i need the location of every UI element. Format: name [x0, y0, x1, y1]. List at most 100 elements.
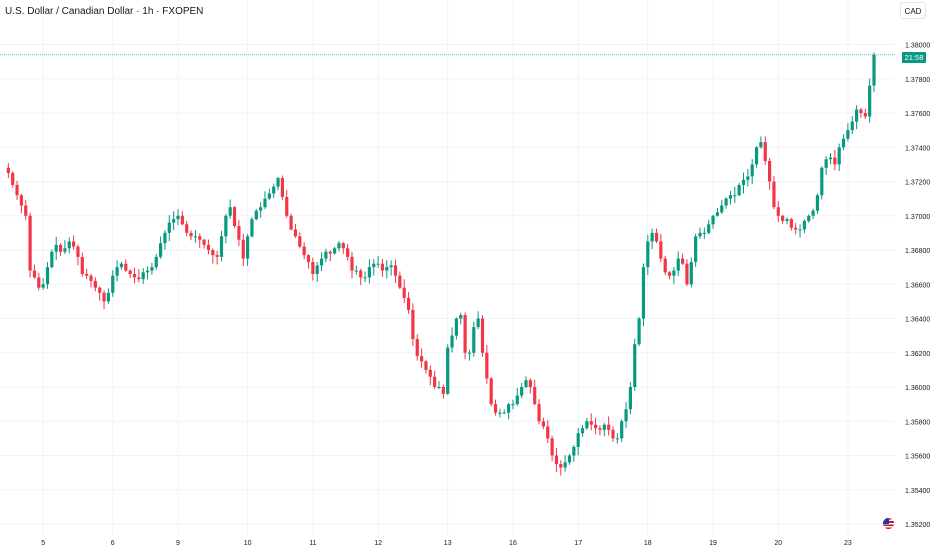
candle — [159, 236, 163, 259]
candle-body — [493, 404, 498, 413]
candle-body — [263, 198, 267, 208]
candle — [89, 273, 93, 288]
candle-body — [328, 251, 332, 254]
candle-body — [202, 239, 206, 245]
candle-body — [763, 142, 767, 161]
candle-body — [415, 339, 419, 357]
candle-body — [576, 433, 580, 447]
price-tick-label: 1.35800 — [905, 419, 930, 426]
candle — [698, 227, 702, 239]
candle — [424, 360, 428, 374]
candle — [389, 260, 393, 276]
price-tick-label: 1.36600 — [905, 282, 930, 289]
candle — [128, 269, 132, 279]
us-flag-icon[interactable] — [883, 518, 894, 529]
time-tick-label: 19 — [709, 540, 717, 547]
candle-body — [98, 287, 102, 293]
candle-body — [289, 215, 293, 230]
candle-body — [802, 220, 806, 230]
candle — [659, 233, 663, 263]
candle-body — [15, 184, 19, 196]
candle — [459, 312, 463, 325]
candle-body — [163, 232, 167, 244]
candle-body — [454, 318, 458, 336]
candle-body — [380, 263, 385, 271]
candle — [454, 317, 458, 340]
candle — [393, 259, 398, 283]
candle — [246, 233, 250, 266]
candle — [237, 219, 241, 246]
candle-body — [746, 176, 750, 180]
candle-body — [167, 222, 171, 233]
candle — [315, 261, 319, 283]
candle-body — [694, 236, 698, 263]
candle — [598, 425, 602, 436]
candle-body — [254, 210, 258, 220]
candle — [324, 248, 328, 263]
candle-body — [868, 85, 872, 117]
candle-body — [659, 241, 663, 259]
candle — [167, 215, 171, 242]
candle-body — [154, 256, 158, 268]
candle-body — [93, 280, 97, 288]
candle — [376, 256, 380, 268]
candle-body — [337, 243, 341, 249]
candle — [24, 200, 28, 220]
candle-body — [285, 196, 289, 216]
candle-body — [441, 387, 445, 394]
currency-button[interactable]: CAD — [900, 2, 926, 19]
candle — [145, 266, 150, 280]
candle — [63, 240, 67, 255]
candle-body — [807, 215, 811, 221]
candle — [172, 211, 176, 231]
candle-body — [485, 352, 489, 379]
candle-body — [150, 267, 154, 271]
candle — [498, 408, 502, 418]
candle-body — [672, 270, 676, 276]
candle — [415, 334, 419, 361]
candle-body — [367, 267, 371, 278]
price-axis[interactable]: 1.38000 1.37800 1.37600 1.37400 1.37200 1.370… — [905, 43, 930, 529]
candle — [628, 382, 632, 415]
time-tick-label: 5 — [41, 540, 45, 547]
candle-body — [768, 160, 772, 182]
last-price-countdown-badge: 21:58 — [902, 52, 926, 63]
candle-body — [489, 378, 493, 405]
candle-body — [402, 287, 406, 298]
candle-body — [145, 270, 150, 273]
candle — [463, 312, 467, 360]
candle — [98, 286, 102, 301]
candle — [37, 272, 41, 291]
candle — [337, 240, 341, 252]
candle-body — [372, 263, 376, 268]
candle-body — [515, 395, 519, 405]
candle-body — [311, 262, 315, 274]
candle — [189, 230, 193, 241]
candle-body — [319, 258, 324, 266]
candle-body — [102, 292, 106, 302]
time-axis[interactable]: 5 6 9 10 11 12 13 16 17 18 19 20 23 — [41, 540, 852, 547]
candle — [298, 232, 302, 249]
candle-body — [685, 263, 689, 285]
candle — [285, 189, 289, 218]
candle — [15, 180, 19, 200]
candle — [607, 416, 611, 436]
candle-body — [137, 277, 141, 280]
candle — [80, 252, 84, 277]
candle-body — [206, 244, 211, 251]
candle-body — [293, 229, 298, 237]
candle — [580, 425, 585, 437]
candle-body — [354, 270, 358, 272]
symbol-title: U.S. Dollar / Canadian Dollar · 1h · FXO… — [5, 6, 204, 17]
candle — [554, 447, 559, 473]
candle — [781, 214, 785, 224]
candle — [137, 269, 141, 283]
candle — [350, 251, 354, 279]
candle — [654, 228, 659, 243]
candle — [724, 197, 728, 209]
candle — [515, 387, 519, 406]
candle-body — [750, 164, 754, 177]
candle — [441, 384, 445, 399]
candle — [528, 378, 532, 394]
